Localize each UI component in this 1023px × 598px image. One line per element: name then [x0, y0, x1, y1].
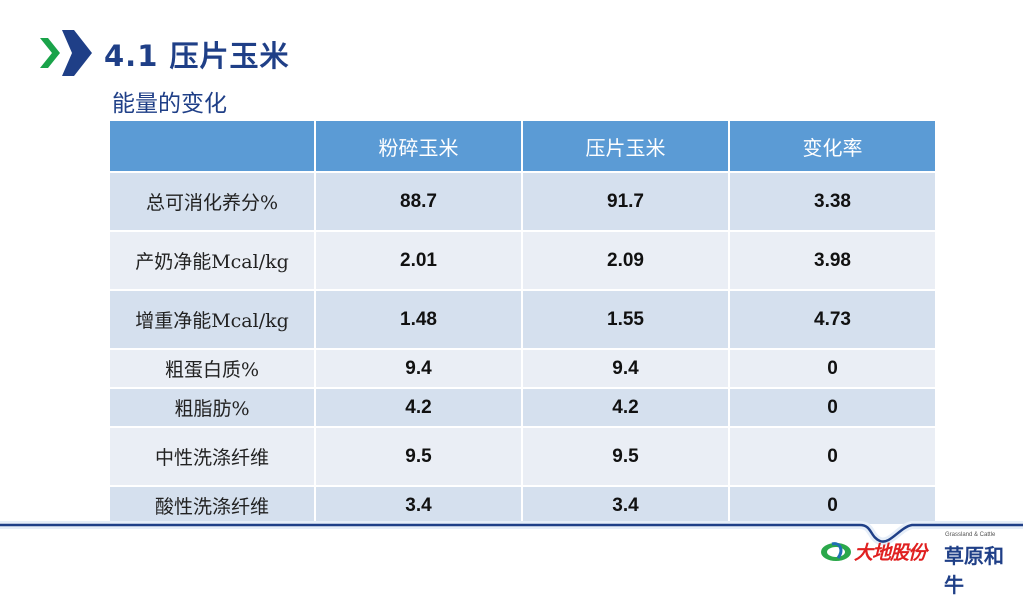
flaked-corn-value: 2.09 — [523, 232, 728, 289]
header-ground-corn: 粉碎玉米 — [316, 121, 521, 171]
change-rate-value: 0 — [730, 487, 935, 524]
row-label: 粗脂肪% — [110, 389, 314, 426]
logo-brand-chinese: 草原和牛 — [944, 544, 1004, 597]
flaked-corn-value: 1.55 — [523, 291, 728, 348]
change-rate-value: 4.73 — [730, 291, 935, 348]
logo-brand-english: Grassland & Cattle — [945, 532, 996, 538]
table-row: 产奶净能Mcal/kg 2.01 2.09 3.98 — [110, 232, 935, 289]
row-label: 总可消化养分% — [110, 173, 314, 230]
logo-company-name: 大地股份 — [854, 542, 927, 564]
slide-title: 4.1 压片玉米 — [104, 39, 290, 73]
table-row: 酸性洗涤纤维 3.4 3.4 0 — [110, 487, 935, 524]
company-logo: 大地股份 Grassland & Cattle 草原和牛 — [820, 532, 1020, 597]
row-label: 中性洗涤纤维 — [110, 428, 314, 485]
energy-comparison-table: 粉碎玉米 压片玉米 变化率 总可消化养分% 88.7 91.7 3.38 产奶净… — [108, 119, 937, 526]
logo-mark-icon — [821, 542, 851, 561]
ground-corn-value: 9.5 — [316, 428, 521, 485]
slide-subtitle: 能量的变化 — [112, 91, 227, 117]
change-rate-value: 0 — [730, 389, 935, 426]
table-row: 粗蛋白质% 9.4 9.4 0 — [110, 350, 935, 387]
row-label: 酸性洗涤纤维 — [110, 487, 314, 524]
ground-corn-value: 3.4 — [316, 487, 521, 524]
table-row: 中性洗涤纤维 9.5 9.5 0 — [110, 428, 935, 485]
flaked-corn-value: 9.5 — [523, 428, 728, 485]
ground-corn-value: 88.7 — [316, 173, 521, 230]
footer-divider-line — [0, 521, 1023, 546]
change-rate-value: 0 — [730, 428, 935, 485]
table-row: 总可消化养分% 88.7 91.7 3.38 — [110, 173, 935, 230]
flaked-corn-value: 3.4 — [523, 487, 728, 524]
ground-corn-value: 9.4 — [316, 350, 521, 387]
ground-corn-value: 1.48 — [316, 291, 521, 348]
table-row: 增重净能Mcal/kg 1.48 1.55 4.73 — [110, 291, 935, 348]
row-label: 增重净能Mcal/kg — [110, 291, 314, 348]
flaked-corn-value: 91.7 — [523, 173, 728, 230]
flaked-corn-value: 4.2 — [523, 389, 728, 426]
flaked-corn-value: 9.4 — [523, 350, 728, 387]
header-empty — [110, 121, 314, 171]
row-label: 产奶净能Mcal/kg — [110, 232, 314, 289]
table-row: 粗脂肪% 4.2 4.2 0 — [110, 389, 935, 426]
ground-corn-value: 2.01 — [316, 232, 521, 289]
header-flaked-corn: 压片玉米 — [523, 121, 728, 171]
change-rate-value: 3.38 — [730, 173, 935, 230]
table-header-row: 粉碎玉米 压片玉米 变化率 — [110, 121, 935, 171]
row-label: 粗蛋白质% — [110, 350, 314, 387]
change-rate-value: 3.98 — [730, 232, 935, 289]
ground-corn-value: 4.2 — [316, 389, 521, 426]
header-change-rate: 变化率 — [730, 121, 935, 171]
chevron-arrows-icon — [40, 30, 92, 76]
change-rate-value: 0 — [730, 350, 935, 387]
